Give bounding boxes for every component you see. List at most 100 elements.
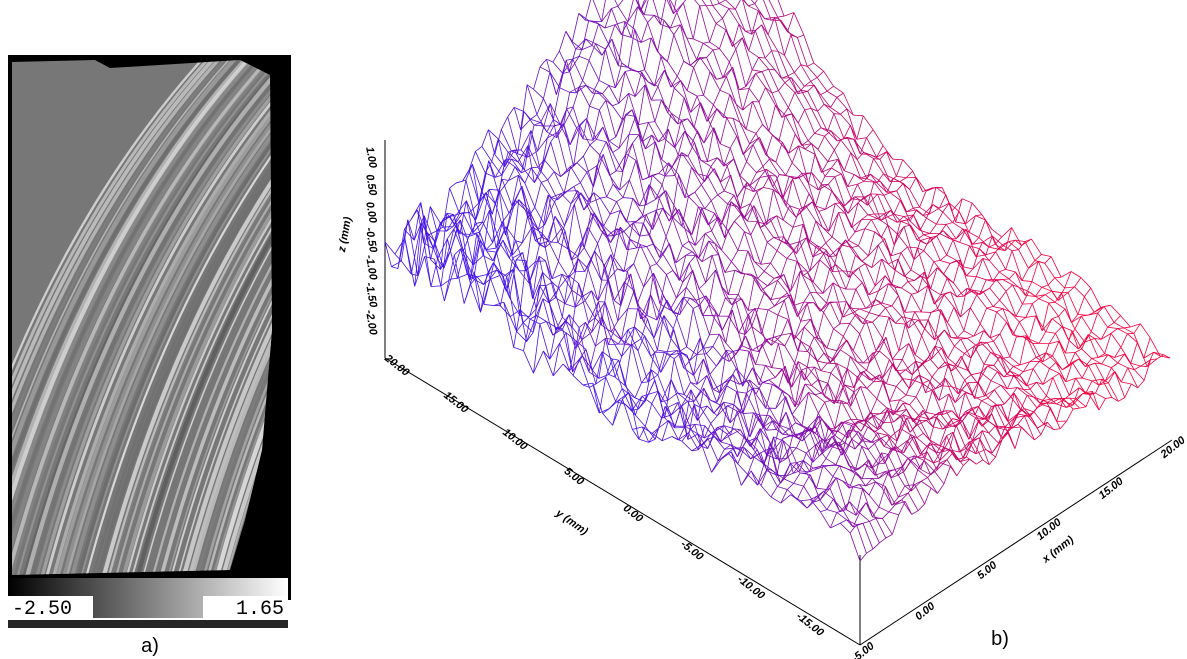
mesh-line (949, 449, 960, 453)
mesh-line (787, 12, 795, 32)
mesh-line (913, 214, 924, 235)
mesh-line (739, 411, 751, 438)
mesh-line (684, 389, 692, 428)
mesh-line (1043, 400, 1051, 404)
tick-label: 1.00 (363, 146, 379, 170)
mesh-line (520, 118, 531, 131)
mesh-line (417, 232, 428, 276)
mesh-line (741, 314, 750, 346)
mesh-line (668, 162, 679, 175)
mesh-line (1007, 423, 1019, 431)
mesh-line (961, 407, 973, 422)
mesh-line (738, 313, 749, 333)
mesh-line (746, 392, 757, 415)
mesh-line (655, 210, 667, 237)
mesh-line (909, 396, 917, 406)
mesh-line (667, 129, 676, 148)
mesh-line (690, 382, 701, 392)
mesh-line (449, 214, 457, 217)
mesh-line (946, 239, 954, 256)
mesh-line (861, 255, 869, 262)
mesh-line (683, 394, 695, 402)
mesh-line (938, 412, 950, 426)
mesh-line (620, 226, 631, 240)
mesh-line (744, 231, 752, 236)
mesh-line (922, 204, 934, 216)
mesh-line (848, 471, 857, 489)
mesh-line (994, 404, 1006, 428)
mesh-line (463, 283, 472, 304)
mesh-line (598, 109, 610, 142)
mesh-line (544, 197, 552, 225)
mesh-line (554, 193, 562, 203)
mesh-line (723, 147, 731, 167)
mesh-line (936, 211, 944, 225)
mesh-line (625, 142, 633, 155)
mesh-line (541, 233, 553, 279)
mesh-line (998, 241, 1009, 250)
mesh-line (513, 346, 524, 352)
mesh-line (874, 443, 885, 464)
mesh-line (1094, 338, 1105, 354)
mesh-line (615, 388, 623, 402)
mesh-line (958, 420, 970, 440)
mesh-line (619, 179, 630, 191)
mesh-line (1095, 362, 1102, 365)
mesh-line (515, 185, 523, 201)
mesh-line (968, 406, 979, 413)
mesh-line (766, 429, 777, 431)
mesh-line (831, 436, 843, 456)
mesh-line (1160, 355, 1171, 359)
mesh-line (977, 342, 988, 347)
mesh-line (743, 412, 754, 414)
mesh-line (617, 21, 626, 66)
mesh-line (775, 176, 787, 207)
mesh-line (755, 133, 767, 156)
mesh-line (899, 409, 907, 417)
mesh-line (839, 465, 850, 489)
mesh-line (819, 259, 830, 270)
mesh-line (860, 386, 871, 414)
mesh-line (524, 167, 532, 184)
mesh-line (710, 194, 718, 201)
mesh-line (624, 71, 636, 97)
mesh-line (897, 485, 906, 498)
mesh-line (525, 209, 533, 217)
mesh-line (913, 250, 925, 260)
mesh-line (642, 222, 651, 235)
mesh-line (673, 329, 681, 352)
mesh-line (672, 297, 684, 314)
mesh-line (676, 2, 684, 13)
mesh-line (666, 329, 675, 352)
mesh-line (990, 352, 998, 358)
stripe (135, 60, 272, 575)
mesh-line (664, 70, 672, 88)
mesh-line (781, 107, 789, 118)
mesh-line (735, 345, 743, 355)
mesh-line (539, 58, 547, 68)
mesh-line (476, 276, 484, 285)
mesh-line (823, 491, 834, 500)
mesh-line (955, 228, 967, 240)
mesh-line (690, 102, 701, 113)
mesh-line (881, 487, 893, 506)
mesh-line (871, 437, 882, 443)
mesh-line (589, 105, 600, 111)
mesh-line (848, 231, 856, 241)
mesh-line (750, 470, 762, 486)
mesh-line (1074, 352, 1086, 367)
mesh-line (882, 338, 893, 360)
mesh-line (760, 485, 772, 498)
mesh-line (631, 408, 639, 411)
mesh-line (653, 15, 661, 25)
mesh-line (910, 469, 919, 492)
mesh-line (547, 171, 555, 181)
mesh-line (829, 477, 837, 489)
mesh-line (579, 86, 590, 107)
mesh-line (972, 237, 980, 245)
mesh-line (714, 213, 722, 225)
mesh-line (880, 427, 891, 438)
mesh-line (1124, 353, 1135, 370)
mesh-line (716, 385, 728, 403)
mesh-line (763, 262, 771, 272)
